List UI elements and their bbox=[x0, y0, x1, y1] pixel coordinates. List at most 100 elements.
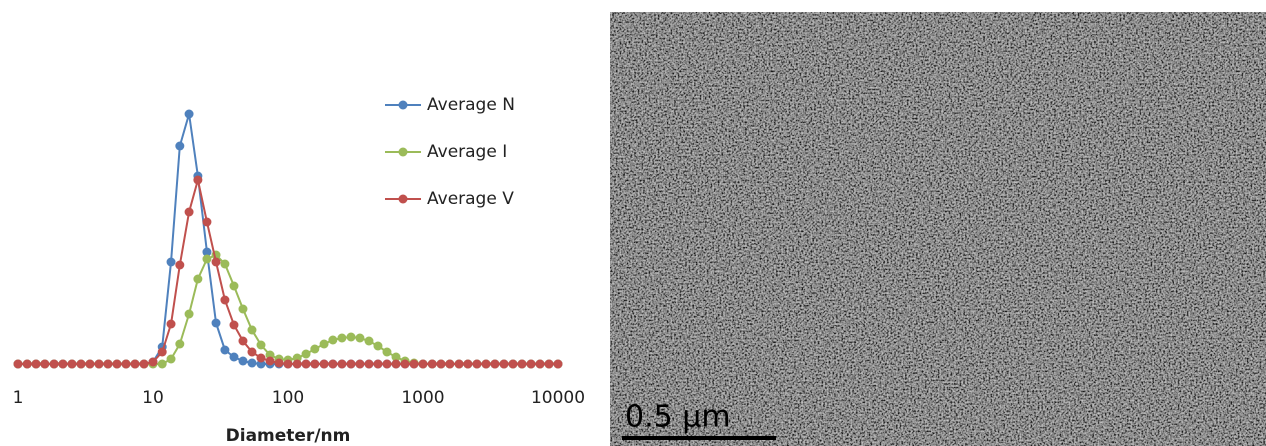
data-point bbox=[256, 353, 266, 363]
data-point bbox=[436, 359, 446, 369]
data-point bbox=[247, 347, 257, 357]
data-point bbox=[229, 281, 239, 291]
data-point bbox=[103, 359, 113, 369]
data-point bbox=[481, 359, 491, 369]
data-point bbox=[166, 354, 176, 364]
data-point bbox=[319, 339, 329, 349]
data-point bbox=[499, 359, 509, 369]
data-point bbox=[193, 175, 203, 185]
legend-marker bbox=[398, 147, 408, 157]
data-point bbox=[310, 344, 320, 354]
data-point bbox=[247, 358, 257, 368]
data-point bbox=[544, 359, 554, 369]
data-point bbox=[517, 359, 527, 369]
data-point bbox=[328, 359, 338, 369]
data-point bbox=[238, 356, 248, 366]
data-point bbox=[328, 335, 338, 345]
data-point bbox=[346, 359, 356, 369]
series-line bbox=[18, 253, 558, 365]
data-point bbox=[337, 333, 347, 343]
data-point bbox=[184, 207, 194, 217]
data-point bbox=[121, 359, 131, 369]
data-point bbox=[184, 309, 194, 319]
data-point bbox=[301, 349, 311, 359]
data-point bbox=[238, 304, 248, 314]
data-point bbox=[382, 347, 392, 357]
data-point bbox=[229, 320, 239, 330]
data-point bbox=[355, 333, 365, 343]
data-point bbox=[85, 359, 95, 369]
data-point bbox=[373, 341, 383, 351]
data-point bbox=[364, 336, 374, 346]
data-point bbox=[193, 274, 203, 284]
data-point bbox=[337, 359, 347, 369]
data-point bbox=[508, 359, 518, 369]
legend-label: Average I bbox=[427, 142, 507, 162]
data-point bbox=[40, 359, 50, 369]
data-point bbox=[247, 325, 257, 335]
x-tick-label: 100 bbox=[272, 388, 304, 408]
scale-bar-label: 0.5 µm bbox=[625, 400, 731, 435]
chart: Diameter/nm 1 10 100 1000 10000 Average N Aver… bbox=[13, 95, 585, 446]
data-point bbox=[94, 359, 104, 369]
legend-label: Average V bbox=[427, 189, 514, 209]
data-point bbox=[139, 359, 149, 369]
data-point bbox=[58, 359, 68, 369]
data-point bbox=[238, 336, 248, 346]
data-point bbox=[265, 356, 275, 366]
data-point bbox=[166, 257, 176, 267]
data-point bbox=[229, 352, 239, 362]
data-point bbox=[67, 359, 77, 369]
data-point bbox=[373, 359, 383, 369]
data-point bbox=[418, 359, 428, 369]
data-point bbox=[148, 357, 158, 367]
x-tick-label: 10000 bbox=[531, 388, 585, 408]
data-point bbox=[310, 359, 320, 369]
data-point bbox=[445, 359, 455, 369]
data-point bbox=[490, 359, 500, 369]
data-point bbox=[157, 359, 167, 369]
data-point bbox=[202, 247, 212, 257]
x-tick-label: 10 bbox=[142, 388, 164, 408]
data-point bbox=[211, 318, 221, 328]
x-axis-title: Diameter/nm bbox=[226, 426, 351, 446]
data-point bbox=[409, 359, 419, 369]
data-point bbox=[22, 359, 32, 369]
data-point bbox=[166, 319, 176, 329]
data-point bbox=[274, 358, 284, 368]
x-tick-label: 1000 bbox=[401, 388, 444, 408]
data-point bbox=[202, 217, 212, 227]
x-tick-label: 1 bbox=[13, 388, 24, 408]
data-point bbox=[76, 359, 86, 369]
data-point bbox=[301, 359, 311, 369]
data-point bbox=[31, 359, 41, 369]
data-point bbox=[184, 109, 194, 119]
data-point bbox=[211, 257, 221, 267]
data-point bbox=[157, 347, 167, 357]
data-point bbox=[346, 332, 356, 342]
data-point bbox=[382, 359, 392, 369]
data-point bbox=[553, 359, 563, 369]
data-point bbox=[175, 141, 185, 151]
data-point bbox=[472, 359, 482, 369]
micrograph-texture bbox=[610, 12, 1266, 446]
legend-label: Average N bbox=[427, 95, 515, 115]
data-point bbox=[292, 359, 302, 369]
data-point bbox=[364, 359, 374, 369]
legend-marker bbox=[398, 194, 408, 204]
micrograph: 0.5 µm bbox=[610, 12, 1266, 446]
data-point bbox=[535, 359, 545, 369]
data-point bbox=[463, 359, 473, 369]
data-point bbox=[49, 359, 59, 369]
data-point bbox=[112, 359, 122, 369]
data-point bbox=[130, 359, 140, 369]
data-point bbox=[526, 359, 536, 369]
data-point bbox=[202, 254, 212, 264]
data-point bbox=[355, 359, 365, 369]
data-point bbox=[391, 359, 401, 369]
data-point bbox=[220, 345, 230, 355]
legend-marker bbox=[398, 100, 408, 110]
data-point bbox=[256, 340, 266, 350]
data-point bbox=[391, 352, 401, 362]
